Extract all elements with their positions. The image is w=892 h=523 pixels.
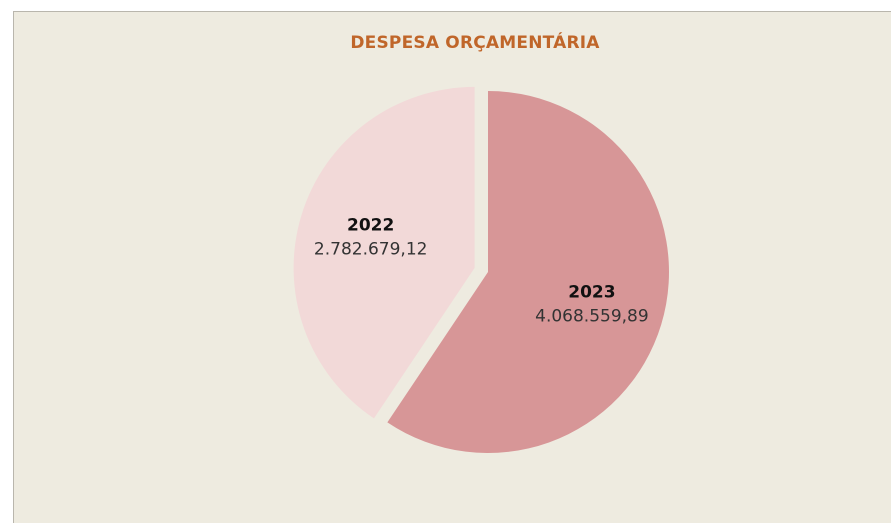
pie-slice-2023 — [387, 91, 669, 453]
slice-label-value-2022: 2.782.679,12 — [314, 239, 428, 259]
pie-slice-2022 — [293, 86, 475, 419]
slice-label-year-2022: 2022 — [347, 215, 394, 235]
chart-title: DESPESA ORÇAMENTÁRIA — [350, 33, 600, 53]
slice-label-value-2023: 4.068.559,89 — [535, 307, 649, 327]
slice-label-year-2023: 2023 — [568, 283, 615, 303]
